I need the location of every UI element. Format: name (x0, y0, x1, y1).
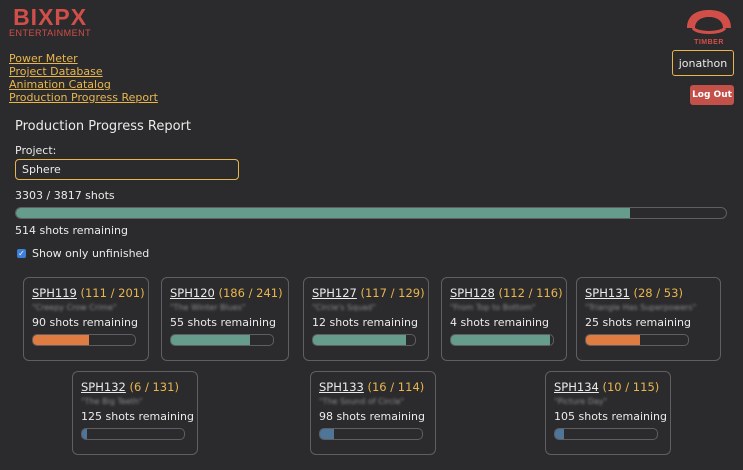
sequence-progress-bar (585, 334, 689, 346)
sequence-subtitle: "The Big Teeth" (81, 397, 143, 406)
sequence-card[interactable]: SPH119 (111 / 201) "Creepy Crow Crime" 9… (23, 277, 149, 361)
sequence-id[interactable]: SPH127 (312, 286, 357, 300)
logo-main-text: BIXPX (13, 4, 88, 30)
total-remaining: 514 shots remaining (15, 224, 129, 237)
show-unfinished-checkbox[interactable]: ✓ (17, 249, 26, 258)
sequence-progress-fill (171, 335, 250, 345)
sequence-count: (6 / 131) (129, 380, 179, 394)
page-title: Production Progress Report (15, 119, 192, 134)
sequence-id[interactable]: SPH131 (585, 286, 630, 300)
project-label: Project: (15, 144, 57, 157)
sequence-count: (186 / 241) (218, 286, 283, 300)
sequence-progress-fill (320, 429, 335, 439)
sequence-progress-fill (555, 429, 564, 439)
sequence-card[interactable]: SPH134 (10 / 115) "Picture Day" 105 shot… (545, 371, 671, 455)
sequence-remaining: 90 shots remaining (32, 316, 139, 329)
sequence-count: (10 / 115) (602, 380, 660, 394)
sequence-id[interactable]: SPH120 (170, 286, 215, 300)
sequence-subtitle: "From Top to Bottom" (450, 303, 536, 312)
sequence-progress-fill (33, 335, 90, 345)
sequence-card[interactable]: SPH120 (186 / 241) "The Winter Blues" 55… (161, 277, 289, 361)
sequence-card[interactable]: SPH131 (28 / 53) "Triangle Has Superpowe… (576, 277, 721, 361)
sequence-remaining: 98 shots remaining (319, 410, 426, 423)
total-progress-bar (15, 207, 727, 219)
sequence-id[interactable]: SPH119 (32, 286, 77, 300)
nav-animation-catalog[interactable]: Animation Catalog (9, 78, 111, 91)
sequence-count: (111 / 201) (80, 286, 145, 300)
sequence-progress-bar (319, 428, 423, 440)
user-button[interactable]: jonathon (672, 50, 734, 76)
logo-sub-text: ENTERTAINMENT (9, 28, 92, 38)
sequence-card[interactable]: SPH133 (16 / 114) "The Sound of Circle" … (310, 371, 436, 455)
sequence-card[interactable]: SPH132 (6 / 131) "The Big Teeth" 125 sho… (72, 371, 198, 455)
sequence-progress-bar (554, 428, 658, 440)
sequence-count: (28 / 53) (633, 286, 683, 300)
sequence-progress-fill (313, 335, 406, 345)
sequence-progress-bar (170, 334, 274, 346)
sequence-remaining: 12 shots remaining (312, 316, 419, 329)
sequence-id[interactable]: SPH128 (450, 286, 495, 300)
sequence-progress-bar (81, 428, 185, 440)
sequence-subtitle: "Creepy Crow Crime" (32, 303, 117, 312)
sequence-remaining: 25 shots remaining (585, 316, 692, 329)
bixpx-logo: BIXPX ENTERTAINMENT (9, 6, 91, 39)
sequence-progress-fill (451, 335, 550, 345)
timber-icon (687, 10, 731, 34)
sequence-remaining: 55 shots remaining (170, 316, 277, 329)
timber-logo: TIMBER (683, 8, 735, 47)
main-nav: Power Meter Project Database Animation C… (9, 52, 158, 104)
sequence-subtitle: "Triangle Has Superpowers" (585, 303, 697, 312)
nav-project-database[interactable]: Project Database (9, 65, 103, 78)
sequence-subtitle: "Picture Day" (554, 397, 608, 406)
total-progress-fill (16, 208, 631, 218)
sequence-progress-bar (312, 334, 416, 346)
total-shot-count: 3303 / 3817 shots (15, 189, 115, 202)
project-input[interactable] (15, 159, 239, 180)
sequence-subtitle: "The Sound of Circle" (319, 397, 405, 406)
sequence-remaining: 125 shots remaining (81, 410, 195, 423)
nav-production-progress-report[interactable]: Production Progress Report (9, 91, 158, 104)
sequence-count: (117 / 129) (360, 286, 425, 300)
sequence-card[interactable]: SPH127 (117 / 129) "Circle's Squad" 12 s… (303, 277, 429, 361)
sequence-remaining: 4 shots remaining (450, 316, 550, 329)
timber-label: TIMBER (694, 39, 724, 46)
sequence-progress-fill (82, 429, 87, 439)
sequence-id[interactable]: SPH132 (81, 380, 126, 394)
show-unfinished-label: Show only unfinished (32, 247, 150, 260)
sequence-id[interactable]: SPH133 (319, 380, 364, 394)
sequence-id[interactable]: SPH134 (554, 380, 599, 394)
sequence-subtitle: "The Winter Blues" (170, 303, 246, 312)
sequence-progress-bar (32, 334, 136, 346)
nav-power-meter[interactable]: Power Meter (9, 52, 78, 65)
sequence-progress-fill (586, 335, 640, 345)
sequence-remaining: 105 shots remaining (554, 410, 668, 423)
sequence-count: (112 / 116) (498, 286, 563, 300)
sequence-subtitle: "Circle's Squad" (312, 303, 376, 312)
sequence-card[interactable]: SPH128 (112 / 116) "From Top to Bottom" … (441, 277, 567, 361)
sequence-count: (16 / 114) (367, 380, 425, 394)
logout-button[interactable]: Log Out (690, 85, 734, 105)
sequence-progress-bar (450, 334, 554, 346)
